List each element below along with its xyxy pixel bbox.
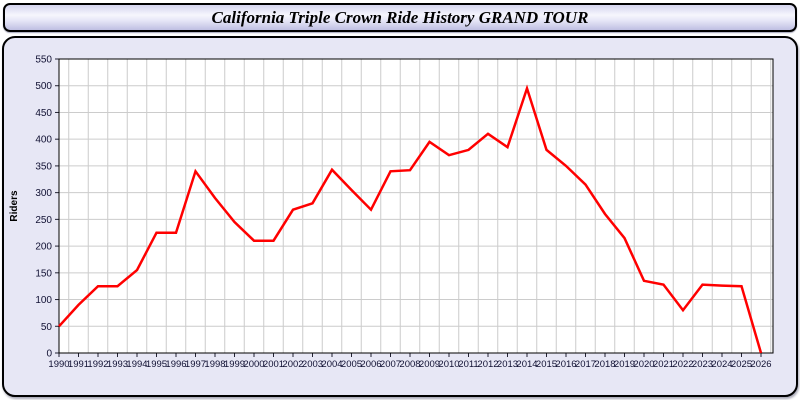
page-title: California Triple Crown Ride History GRA… (211, 8, 589, 27)
chart-title-banner: California Triple Crown Ride History GRA… (3, 3, 797, 32)
y-tick-label: 300 (35, 188, 52, 199)
x-tick-label: 2016 (555, 359, 576, 370)
x-tick-label: 1993 (107, 359, 128, 370)
plot-frame (58, 58, 774, 354)
y-tick-label: 0 (46, 349, 52, 360)
x-tick-label: 1991 (68, 359, 89, 370)
y-tick-label: 550 (35, 55, 52, 66)
x-tick-label: 2013 (497, 359, 518, 370)
x-tick-label: 2004 (321, 359, 342, 370)
y-tick-label: 50 (41, 322, 53, 333)
x-tick-label: 1999 (224, 359, 245, 370)
x-tick-label: 2007 (380, 359, 401, 370)
y-tick-label: 250 (35, 215, 52, 226)
chart-card: 0 50 100 150 200 250 300 350 400 450 500 550 1990 199… (2, 36, 798, 397)
y-tick-label: 350 (35, 161, 52, 172)
x-tick-label: 2026 (750, 359, 771, 370)
x-tick-label: 2017 (575, 359, 596, 370)
x-tick-label: 2025 (731, 359, 752, 370)
x-tick-label: 2001 (263, 359, 284, 370)
x-tick-label: 2022 (672, 359, 693, 370)
y-axis-title: Riders (9, 190, 20, 222)
x-tick-label: 2018 (594, 359, 615, 370)
x-tick-label: 1992 (87, 359, 108, 370)
x-tick-label: 1995 (146, 359, 167, 370)
x-tick-label: 2021 (653, 359, 674, 370)
x-tick-label: 1997 (185, 359, 206, 370)
y-tick-label: 200 (35, 242, 52, 253)
x-tick-label: 1990 (48, 359, 69, 370)
x-tick-label: 2000 (243, 359, 264, 370)
x-tick-label: 1994 (126, 359, 147, 370)
x-tick-label: 2003 (302, 359, 323, 370)
x-tick-label: 2008 (399, 359, 420, 370)
x-tick-label: 2009 (419, 359, 440, 370)
y-tick-label: 500 (35, 81, 52, 92)
x-tick-label: 2012 (477, 359, 498, 370)
x-tick-label: 2024 (711, 359, 732, 370)
y-tick-label: 450 (35, 108, 52, 119)
ride-history-line-chart: 0501001502002503003504004505005501990199… (9, 55, 774, 370)
y-tick-label: 400 (35, 135, 52, 146)
x-tick-label: 2005 (341, 359, 362, 370)
x-tick-label: 2011 (458, 359, 478, 370)
x-tick-label: 2015 (536, 359, 557, 370)
riders-series-line (58, 84, 763, 354)
x-tick-label: 2020 (633, 359, 654, 370)
x-tick-label: 2023 (692, 359, 713, 370)
y-tick-label: 150 (35, 268, 52, 279)
x-tick-label: 2010 (438, 359, 459, 370)
x-tick-label: 2002 (282, 359, 303, 370)
x-tick-label: 2006 (360, 359, 381, 370)
x-tick-label: 2014 (516, 359, 537, 370)
x-tick-label: 1996 (165, 359, 186, 370)
x-tick-label: 1998 (204, 359, 225, 370)
y-tick-label: 100 (35, 295, 52, 306)
x-tick-label: 2019 (614, 359, 635, 370)
